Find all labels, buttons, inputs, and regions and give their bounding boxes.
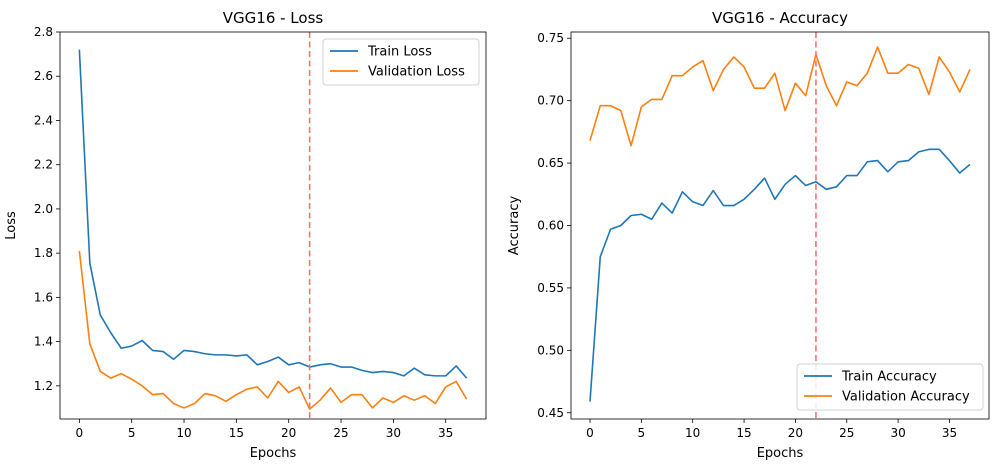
y-tick-label: 0.60: [537, 219, 564, 233]
chart-2: VGG16 - Accuracy 0 5 10 15 20 25 30 35 0.45 0.50 0.…: [507, 9, 990, 461]
x-tick-label: 0: [586, 426, 594, 440]
legend-label: Train Accuracy: [841, 370, 937, 385]
plot-area: [589, 32, 971, 419]
series-line-validation-accuracy: [589, 46, 971, 147]
y-tick-label: 0.65: [537, 156, 564, 170]
y-tick-label: 0.70: [537, 94, 564, 108]
chart-title: VGG16 - Accuracy: [712, 9, 848, 27]
chart-1: VGG16 - Loss 0 5 10 15 20 25 30 35 1.2 1.4 1.6 1.8 2.…: [4, 9, 487, 461]
x-tick-label: 35: [438, 426, 453, 440]
x-tick-label: 15: [736, 426, 751, 440]
legend: Train Accuracy Validation Accuracy: [796, 363, 984, 411]
x-tick-label: 20: [788, 426, 803, 440]
y-tick-label: 1.4: [34, 335, 53, 349]
chart-title: VGG16 - Loss: [223, 9, 324, 27]
series-line-train-accuracy: [589, 148, 971, 402]
plot-area: [78, 32, 468, 419]
x-tick-label: 35: [942, 426, 957, 440]
x-tick-label: 5: [128, 426, 136, 440]
y-tick-label: 0.55: [537, 281, 564, 295]
x-tick-label: 15: [229, 426, 244, 440]
y-tick-label: 0.50: [537, 343, 564, 357]
y-tick-label: 2.8: [34, 25, 53, 39]
y-tick-label: 0.75: [537, 31, 564, 45]
y-axis-label: Accuracy: [507, 196, 522, 256]
legend: Train Loss Validation Loss: [322, 38, 480, 86]
legend-box: [796, 363, 984, 411]
x-tick-label: 25: [333, 426, 348, 440]
y-tick-label: 2.0: [34, 202, 53, 216]
series-line-validation-loss: [78, 250, 468, 410]
y-tick-label: 2.4: [34, 113, 53, 127]
x-tick-label: 10: [685, 426, 700, 440]
x-tick-label: 30: [386, 426, 401, 440]
legend-label: Train Loss: [367, 45, 432, 60]
x-tick-label: 20: [281, 426, 296, 440]
x-tick-label: 25: [839, 426, 854, 440]
series-line-train-loss: [78, 49, 468, 379]
x-tick-label: 30: [890, 426, 905, 440]
legend-label: Validation Accuracy: [842, 390, 970, 405]
y-axis-label: Loss: [4, 211, 19, 240]
axes-frame: [59, 31, 487, 420]
x-axis-label: Epochs: [757, 446, 804, 461]
x-axis-label: Epochs: [250, 446, 297, 461]
axes-frame: [570, 31, 990, 420]
legend-label: Validation Loss: [368, 65, 465, 80]
y-tick-label: 1.8: [34, 246, 53, 260]
x-tick-label: 0: [76, 426, 84, 440]
legend-box: [322, 38, 480, 86]
y-tick-label: 0.45: [537, 406, 564, 420]
y-tick-label: 2.6: [34, 69, 53, 83]
x-tick-label: 5: [638, 426, 646, 440]
y-tick-label: 1.2: [34, 379, 53, 393]
x-tick-label: 10: [176, 426, 191, 440]
y-tick-label: 2.2: [34, 158, 53, 172]
y-tick-label: 1.6: [34, 290, 53, 304]
